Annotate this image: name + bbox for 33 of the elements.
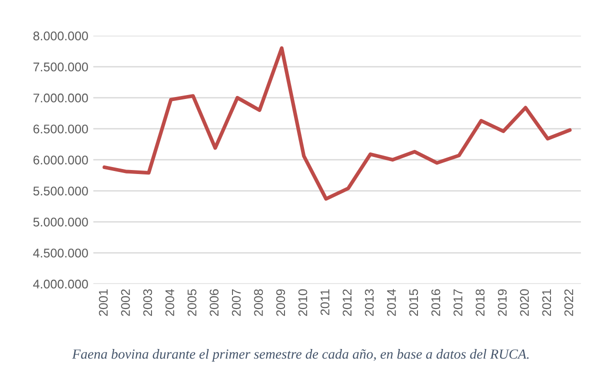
x-tick-label: 2013 (364, 289, 374, 316)
x-tick-label: 2002 (121, 289, 130, 316)
x-tick-label: 2020 (520, 289, 529, 316)
text: Faena bovina durante el primer semestre de cada año, en base a datos del RUCA. (72, 349, 529, 362)
x-tick-label: 2007 (232, 289, 241, 316)
y-tick-label: 6.000.000 (33, 156, 88, 164)
x-tick-label: 2008 (254, 289, 263, 316)
x-tick-label: 2018 (476, 289, 485, 316)
y-tick-label: 4.000.000 (33, 280, 88, 289)
x-tick-label: 2009 (276, 289, 286, 316)
x-tick-label: 2005 (188, 289, 196, 316)
x-tick-label: 2015 (409, 289, 418, 316)
y-tick-label: 7.000.000 (33, 94, 88, 102)
y-tick-label: 7.500.000 (33, 62, 88, 72)
y-tick-label: 5.000.000 (33, 218, 88, 226)
x-tick-label: 2012 (342, 289, 352, 316)
line-series (102, 46, 572, 201)
x-tick-label: 2017 (454, 289, 462, 316)
y-tick-label: 5.500.000 (33, 186, 88, 196)
y-tick-label: 8.000.000 (33, 32, 88, 40)
y-tick-label: 4.500.000 (33, 248, 88, 258)
x-tick-label: 2004 (165, 289, 174, 316)
x-tick-label: 2022 (564, 289, 574, 316)
x-tick-label: 2011 (320, 289, 330, 315)
x-tick-label: 2001 (98, 289, 108, 316)
x-tick-label: 2019 (498, 289, 507, 316)
x-tick-label: 2016 (431, 289, 440, 316)
y-tick-label: 6.500.000 (33, 124, 88, 134)
x-tick-label: 2010 (298, 289, 308, 316)
x-tick-label: 2014 (387, 289, 396, 316)
x-tick-label: 2006 (210, 289, 219, 316)
x-tick-label: 2021 (542, 289, 552, 316)
x-tick-label: 2003 (143, 289, 152, 316)
